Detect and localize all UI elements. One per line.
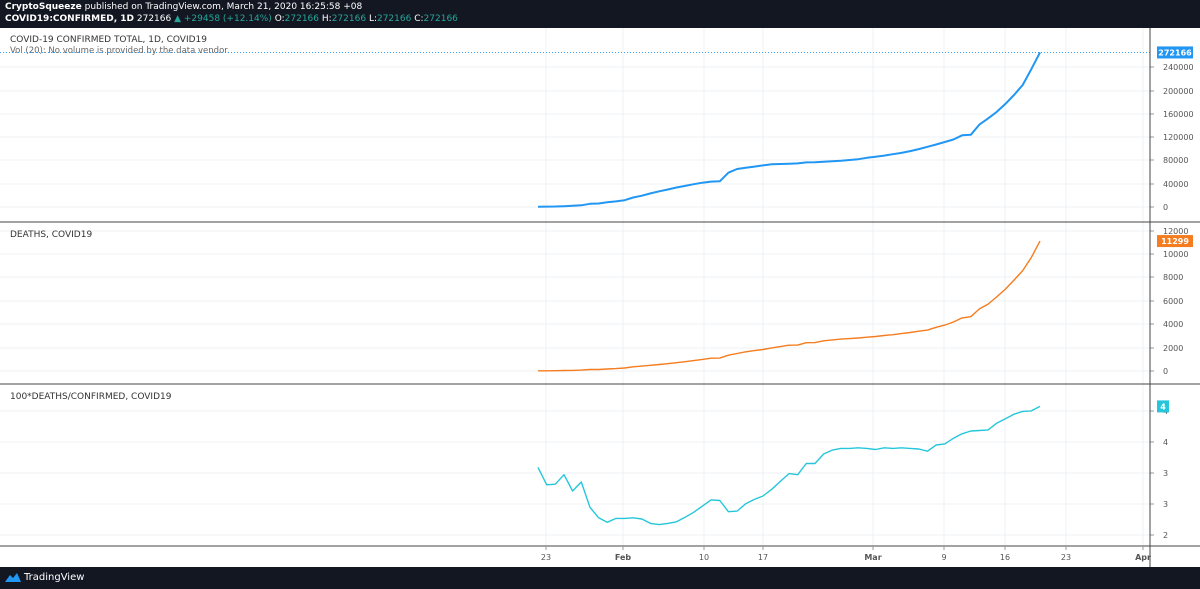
footer-bar bbox=[0, 567, 1200, 589]
series-line bbox=[537, 51, 1041, 208]
x-tick-label: 23 bbox=[1061, 553, 1071, 562]
y-tick-label: 80000 bbox=[1163, 156, 1188, 165]
x-tick-label: 17 bbox=[758, 553, 768, 562]
x-tick-label: 10 bbox=[699, 553, 709, 562]
y-tick-label: 2000 bbox=[1163, 344, 1183, 353]
symbol-label[interactable]: COVID19:CONFIRMED, 1D bbox=[5, 14, 134, 24]
pane-subtitle: Vol (20): No volume is provided by the d… bbox=[10, 46, 230, 56]
y-tick-label: 0 bbox=[1163, 203, 1168, 212]
x-tick-label: 9 bbox=[941, 553, 946, 562]
x-tick-label: Feb bbox=[615, 553, 632, 562]
y-tick-label: 0 bbox=[1163, 367, 1168, 376]
y-tick-label: 40000 bbox=[1163, 180, 1188, 189]
open-label: O: bbox=[274, 14, 285, 24]
low-label: L: bbox=[368, 14, 377, 24]
chart-area[interactable]: 04000080000120000160000200000240000COVID… bbox=[0, 28, 1200, 567]
low-value: 272166 bbox=[376, 14, 412, 24]
y-tick-label: 3 bbox=[1163, 469, 1168, 478]
symbol-info: COVID19:CONFIRMED, 1D 272166 ▲ +29458 (+… bbox=[5, 14, 458, 25]
chart-header: CryptoSqueeze published on TradingView.c… bbox=[0, 0, 1200, 28]
y-tick-label: 240000 bbox=[1163, 63, 1194, 72]
series-line bbox=[537, 405, 1041, 526]
pane-title: COVID-19 CONFIRMED TOTAL, 1D, COVID19 bbox=[10, 35, 207, 45]
y-tick-label: 3 bbox=[1163, 500, 1168, 509]
high-value: 272166 bbox=[331, 14, 367, 24]
last-value-badge bbox=[1157, 400, 1169, 413]
close-label: C: bbox=[414, 14, 424, 24]
series-line bbox=[538, 240, 1041, 372]
published-text: published on TradingView.com, March 21, … bbox=[84, 2, 363, 12]
y-tick-label: 4000 bbox=[1163, 320, 1183, 329]
y-tick-label: 200000 bbox=[1163, 87, 1194, 96]
high-label: H: bbox=[321, 14, 332, 24]
close-value: 272166 bbox=[423, 14, 458, 24]
change-value: ▲ +29458 (+12.14%) bbox=[174, 14, 272, 24]
y-tick-label: 10000 bbox=[1163, 250, 1188, 259]
y-tick-label: 12000 bbox=[1163, 227, 1188, 236]
last-value-badge bbox=[1157, 235, 1193, 248]
tradingview-logo-icon[interactable] bbox=[4, 571, 22, 583]
x-tick-label: Apr bbox=[1135, 553, 1151, 562]
pane-title: 100*DEATHS/CONFIRMED, COVID19 bbox=[10, 392, 172, 402]
x-tick-label: 23 bbox=[541, 553, 551, 562]
pane-title: DEATHS, COVID19 bbox=[10, 230, 92, 240]
x-tick-label: 16 bbox=[1000, 553, 1010, 562]
last-value-label: 272166 bbox=[1158, 48, 1192, 57]
y-tick-label: 6000 bbox=[1163, 297, 1183, 306]
last-value-label: 4 bbox=[1160, 402, 1166, 411]
y-tick-label: 4 bbox=[1163, 438, 1168, 447]
publisher-name[interactable]: CryptoSqueeze bbox=[5, 2, 82, 12]
publish-info: CryptoSqueeze published on TradingView.c… bbox=[5, 2, 362, 13]
y-tick-label: 160000 bbox=[1163, 110, 1194, 119]
open-value: 272166 bbox=[284, 14, 320, 24]
last-value: 272166 bbox=[136, 14, 172, 24]
tradingview-brand[interactable]: TradingView bbox=[24, 572, 85, 583]
y-tick-label: 2 bbox=[1163, 531, 1168, 540]
last-value-badge bbox=[1157, 46, 1193, 59]
y-tick-label: 8000 bbox=[1163, 273, 1183, 282]
last-value-label: 11299 bbox=[1161, 237, 1189, 246]
x-tick-label: Mar bbox=[864, 553, 881, 562]
y-tick-label: 120000 bbox=[1163, 133, 1194, 142]
